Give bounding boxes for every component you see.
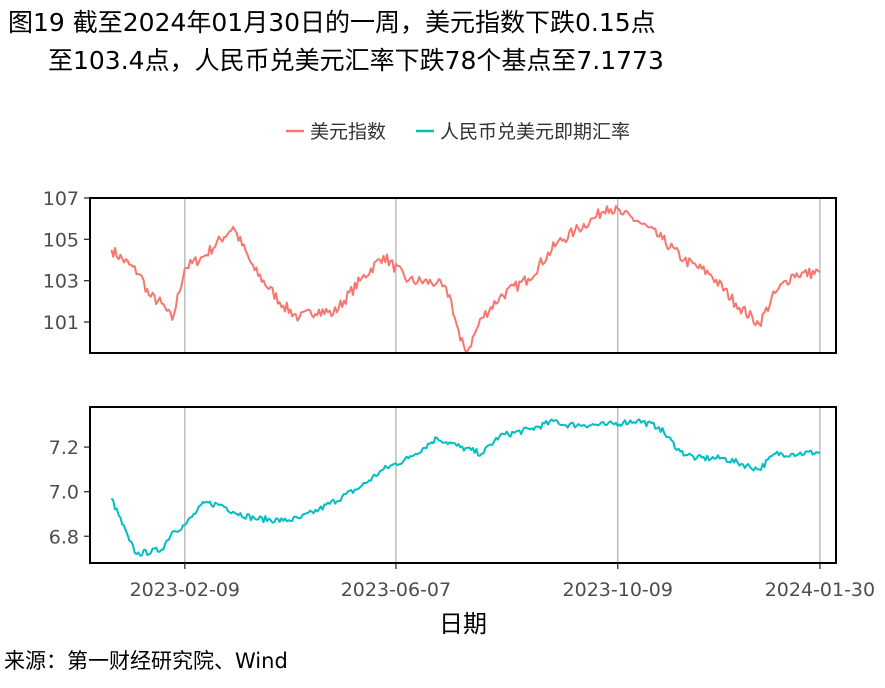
legend-label-cny-rate: 人民币兑美元即期汇率: [440, 121, 630, 143]
usd-index-y-tick-label-2: 105: [43, 229, 79, 251]
legend-label-usd-index: 美元指数: [310, 121, 386, 143]
figure-title-line2: 至103.4点，人民币兑美元汇率下跌78个基点至7.1773: [48, 46, 664, 75]
x-axis: 2023-02-09 2023-06-07 2023-10-09 2024-01-30: [130, 563, 875, 601]
usd-index-y-tick-label-3: 107: [43, 188, 79, 210]
cny-rate-series-line: [110, 418, 821, 557]
cny-rate-y-tick-label-1: 7.0: [49, 482, 79, 504]
cny-rate-y-tick-label-0: 6.8: [49, 526, 79, 548]
usd-index-series-line: [110, 205, 821, 353]
cny-rate-panel: 6.8 7.0 7.2: [49, 406, 837, 564]
x-tick-label-2: 2023-10-09: [563, 579, 673, 601]
source-note: 来源：第一财经研究院、Wind: [4, 649, 288, 673]
usd-index-panel: 101 103 105 107: [43, 188, 837, 354]
x-axis-title: 日期: [439, 610, 487, 638]
usd-index-panel-frame: [89, 197, 837, 354]
x-tick-label-0: 2023-02-09: [130, 579, 240, 601]
usd-index-y-tick-label-0: 101: [43, 312, 79, 334]
figure-title-line1: 图19 截至2024年01月30日的一周，美元指数下跌0.15点: [8, 8, 656, 37]
usd-index-y-tick-label-1: 103: [43, 271, 79, 293]
cny-rate-y-tick-label-2: 7.2: [49, 437, 79, 459]
x-tick-label-1: 2023-06-07: [341, 579, 451, 601]
figure-title: 图19 截至2024年01月30日的一周，美元指数下跌0.15点 至103.4点…: [8, 4, 664, 80]
x-tick-label-3: 2024-01-30: [765, 579, 875, 601]
cny-rate-panel-frame: [89, 406, 837, 564]
legend: 美元指数 人民币兑美元即期汇率: [286, 121, 630, 143]
